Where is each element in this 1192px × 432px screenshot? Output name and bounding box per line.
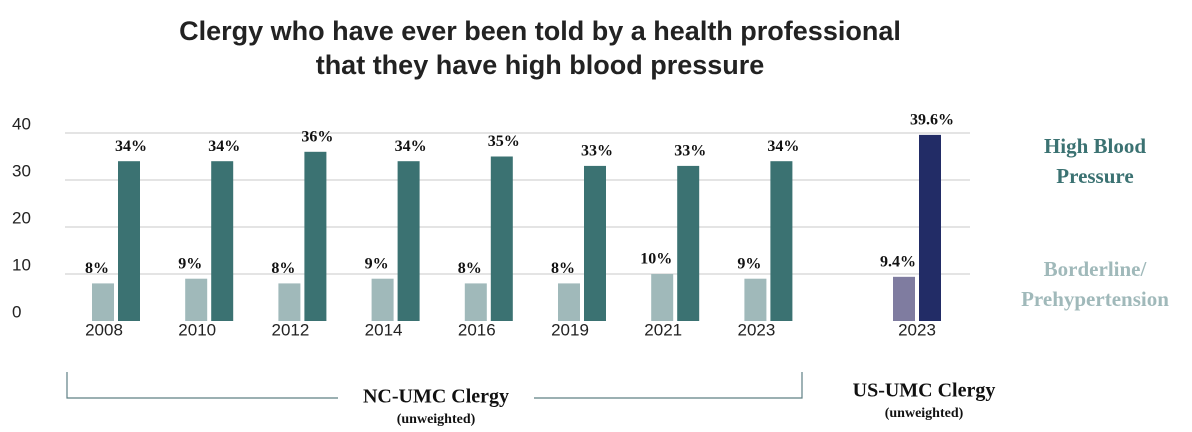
- bracket: [66, 372, 803, 399]
- bar: [92, 283, 114, 321]
- bar: [397, 161, 420, 321]
- value-label: 9%: [737, 255, 761, 272]
- x-tick-label: 2021: [644, 320, 682, 339]
- value-label: 8%: [551, 260, 575, 277]
- value-label: 9%: [365, 255, 389, 272]
- x-tick-label: 2012: [271, 320, 309, 339]
- bar: [919, 134, 941, 321]
- y-tick-label: 30: [12, 161, 31, 180]
- x-tick-label: 2008: [85, 320, 123, 339]
- value-label: 9.4%: [880, 253, 916, 270]
- bar: [584, 165, 606, 321]
- bar: [893, 276, 915, 321]
- y-tick-label: 0: [12, 302, 21, 321]
- value-label: 10%: [640, 251, 672, 268]
- value-label: 36%: [301, 128, 333, 145]
- value-label: 35%: [488, 133, 520, 150]
- legend-entry: High Blood Pressure: [1043, 134, 1147, 188]
- y-tick-label: 10: [12, 255, 31, 274]
- group-label: US-UMC Clergy: [853, 380, 996, 402]
- bar: [371, 278, 394, 321]
- value-label: 8%: [271, 260, 295, 277]
- bar: [770, 161, 793, 321]
- x-tick-label: 2019: [551, 320, 589, 339]
- chart-title: Clergy who have ever been told by a heal…: [179, 16, 901, 46]
- bar: [185, 278, 208, 321]
- legend-entry: Borderline/ Prehypertension: [1021, 257, 1169, 311]
- bar: [677, 165, 700, 321]
- bar: [278, 283, 301, 321]
- bar: [490, 156, 513, 321]
- bar: [211, 161, 234, 321]
- bar: [744, 278, 767, 321]
- value-label: 34%: [767, 138, 799, 155]
- y-tick-label: 40: [12, 114, 31, 133]
- value-label: 39.6%: [910, 112, 954, 129]
- value-label: 33%: [674, 143, 706, 160]
- bar: [118, 161, 140, 321]
- y-tick-label: 20: [12, 208, 31, 227]
- value-label: 34%: [115, 138, 147, 155]
- group-label: NC-UMC Clergy: [363, 386, 509, 408]
- value-label: 34%: [395, 138, 427, 155]
- value-label: 33%: [581, 143, 613, 160]
- value-label: 9%: [178, 255, 202, 272]
- bar: [558, 283, 580, 321]
- x-tick-label: 2014: [365, 320, 403, 339]
- x-tick-label: 2023: [737, 320, 775, 339]
- bar: [464, 283, 487, 321]
- x-tick-label: 2010: [178, 320, 216, 339]
- group-note: (unweighted): [397, 412, 476, 427]
- x-tick-label: 2023: [898, 320, 936, 339]
- value-label: 8%: [85, 260, 109, 277]
- value-label: 34%: [208, 138, 240, 155]
- x-tick-label: 2016: [458, 320, 496, 339]
- bar: [304, 151, 327, 321]
- value-label: 8%: [458, 260, 482, 277]
- chart-title: that they have high blood pressure: [315, 50, 765, 80]
- bar: [651, 274, 674, 321]
- group-note: (unweighted): [885, 406, 964, 421]
